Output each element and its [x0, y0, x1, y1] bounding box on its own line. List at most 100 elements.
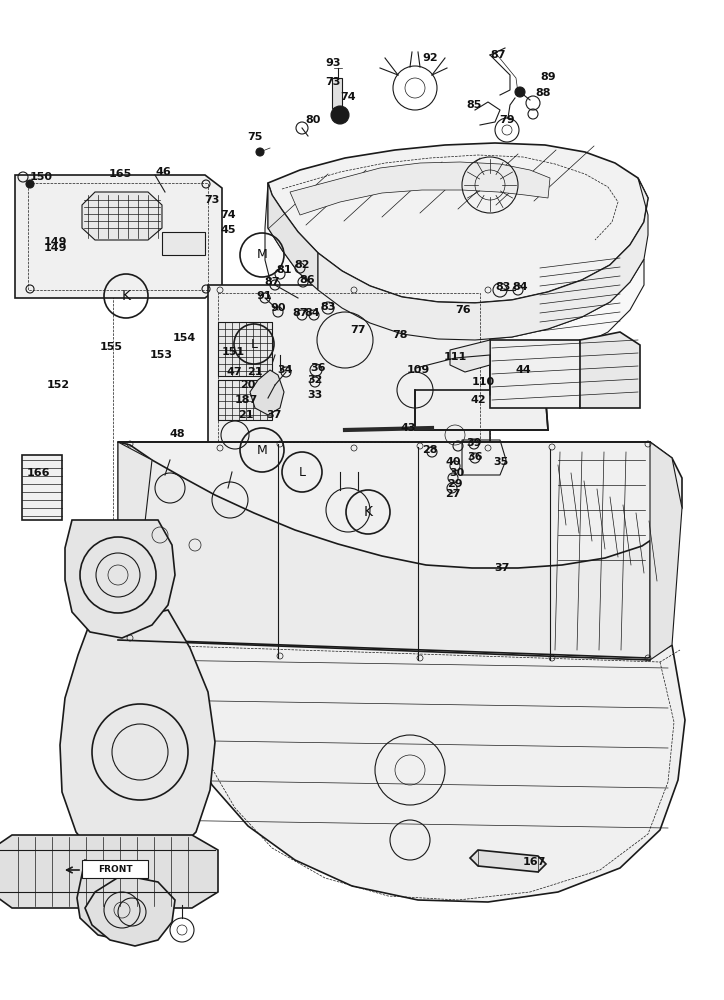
- Text: 109: 109: [406, 365, 429, 375]
- Text: 167: 167: [522, 857, 546, 867]
- Polygon shape: [450, 340, 490, 372]
- Polygon shape: [250, 370, 284, 415]
- Polygon shape: [15, 175, 222, 298]
- Text: 111: 111: [443, 352, 467, 362]
- Circle shape: [26, 180, 34, 188]
- Text: L: L: [298, 466, 306, 479]
- Text: 82: 82: [294, 260, 310, 270]
- Text: 84: 84: [304, 308, 320, 318]
- Text: 149: 149: [43, 243, 67, 253]
- Polygon shape: [490, 340, 582, 408]
- Text: 155: 155: [99, 342, 122, 352]
- Text: 87: 87: [264, 277, 279, 287]
- Text: 77: 77: [350, 325, 366, 335]
- Text: 43: 43: [400, 423, 416, 433]
- Polygon shape: [82, 860, 148, 878]
- Text: 154: 154: [172, 333, 195, 343]
- Polygon shape: [118, 442, 682, 568]
- Text: 27: 27: [445, 489, 460, 499]
- Polygon shape: [290, 162, 550, 215]
- Text: 90: 90: [270, 303, 286, 313]
- Polygon shape: [265, 183, 644, 372]
- Text: 45: 45: [220, 225, 236, 235]
- Text: 88: 88: [535, 88, 551, 98]
- Text: 84: 84: [512, 282, 528, 292]
- Text: 79: 79: [499, 115, 515, 125]
- Polygon shape: [268, 143, 648, 303]
- Text: 83: 83: [320, 302, 336, 312]
- Polygon shape: [22, 455, 62, 520]
- Text: 165: 165: [109, 169, 132, 179]
- Text: 37: 37: [494, 563, 510, 573]
- Polygon shape: [218, 380, 272, 420]
- Text: 37: 37: [266, 410, 282, 420]
- Text: 86: 86: [299, 275, 315, 285]
- Text: M: M: [256, 444, 267, 456]
- Text: 91: 91: [256, 291, 272, 301]
- Text: 166: 166: [26, 468, 50, 478]
- Text: 150: 150: [30, 172, 53, 182]
- Text: 39: 39: [466, 438, 481, 448]
- Text: 76: 76: [455, 305, 471, 315]
- Polygon shape: [0, 835, 218, 908]
- Text: K: K: [122, 289, 130, 303]
- Text: 29: 29: [447, 479, 463, 489]
- Polygon shape: [162, 232, 205, 255]
- Polygon shape: [208, 285, 490, 450]
- Polygon shape: [218, 322, 272, 376]
- Polygon shape: [415, 390, 548, 430]
- Polygon shape: [118, 442, 650, 660]
- Text: 42: 42: [470, 395, 486, 405]
- Text: 187: 187: [235, 395, 258, 405]
- Text: L: L: [251, 338, 258, 351]
- Text: K: K: [363, 505, 373, 519]
- Text: 151: 151: [222, 347, 245, 357]
- Text: 28: 28: [422, 445, 438, 455]
- Text: 152: 152: [46, 380, 70, 390]
- Polygon shape: [580, 332, 640, 408]
- Text: 32: 32: [307, 375, 323, 385]
- Text: 78: 78: [392, 330, 408, 340]
- Text: 83: 83: [495, 282, 510, 292]
- Text: 20: 20: [240, 380, 256, 390]
- Polygon shape: [82, 192, 162, 240]
- Text: 92: 92: [422, 53, 438, 63]
- Text: 46: 46: [155, 167, 171, 177]
- Polygon shape: [145, 640, 685, 902]
- Text: 110: 110: [471, 377, 494, 387]
- Text: 81: 81: [277, 265, 292, 275]
- Circle shape: [331, 106, 349, 124]
- Text: 73: 73: [204, 195, 219, 205]
- Text: 47: 47: [226, 367, 242, 377]
- Polygon shape: [118, 442, 152, 655]
- Polygon shape: [332, 78, 342, 108]
- Text: 21: 21: [238, 410, 253, 420]
- Polygon shape: [65, 520, 175, 638]
- Text: 73: 73: [325, 77, 341, 87]
- Polygon shape: [318, 178, 648, 340]
- Text: 149: 149: [43, 237, 67, 247]
- Text: 36: 36: [311, 363, 326, 373]
- Polygon shape: [470, 850, 546, 872]
- Text: 85: 85: [466, 100, 481, 110]
- Polygon shape: [77, 860, 165, 940]
- Text: 153: 153: [149, 350, 172, 360]
- Text: 33: 33: [308, 390, 323, 400]
- Polygon shape: [650, 442, 682, 660]
- Polygon shape: [268, 183, 318, 290]
- Text: 87: 87: [292, 308, 308, 318]
- Polygon shape: [85, 875, 175, 946]
- Text: 74: 74: [220, 210, 236, 220]
- Text: M: M: [256, 248, 267, 261]
- Polygon shape: [60, 610, 215, 872]
- Text: 48: 48: [169, 429, 185, 439]
- Text: 21: 21: [248, 367, 263, 377]
- Circle shape: [515, 87, 525, 97]
- Text: 87: 87: [490, 50, 506, 60]
- Text: 75: 75: [248, 132, 263, 142]
- Text: 35: 35: [493, 457, 509, 467]
- Text: 89: 89: [540, 72, 556, 82]
- Text: 74: 74: [340, 92, 355, 102]
- Text: 34: 34: [277, 365, 292, 375]
- Circle shape: [256, 148, 264, 156]
